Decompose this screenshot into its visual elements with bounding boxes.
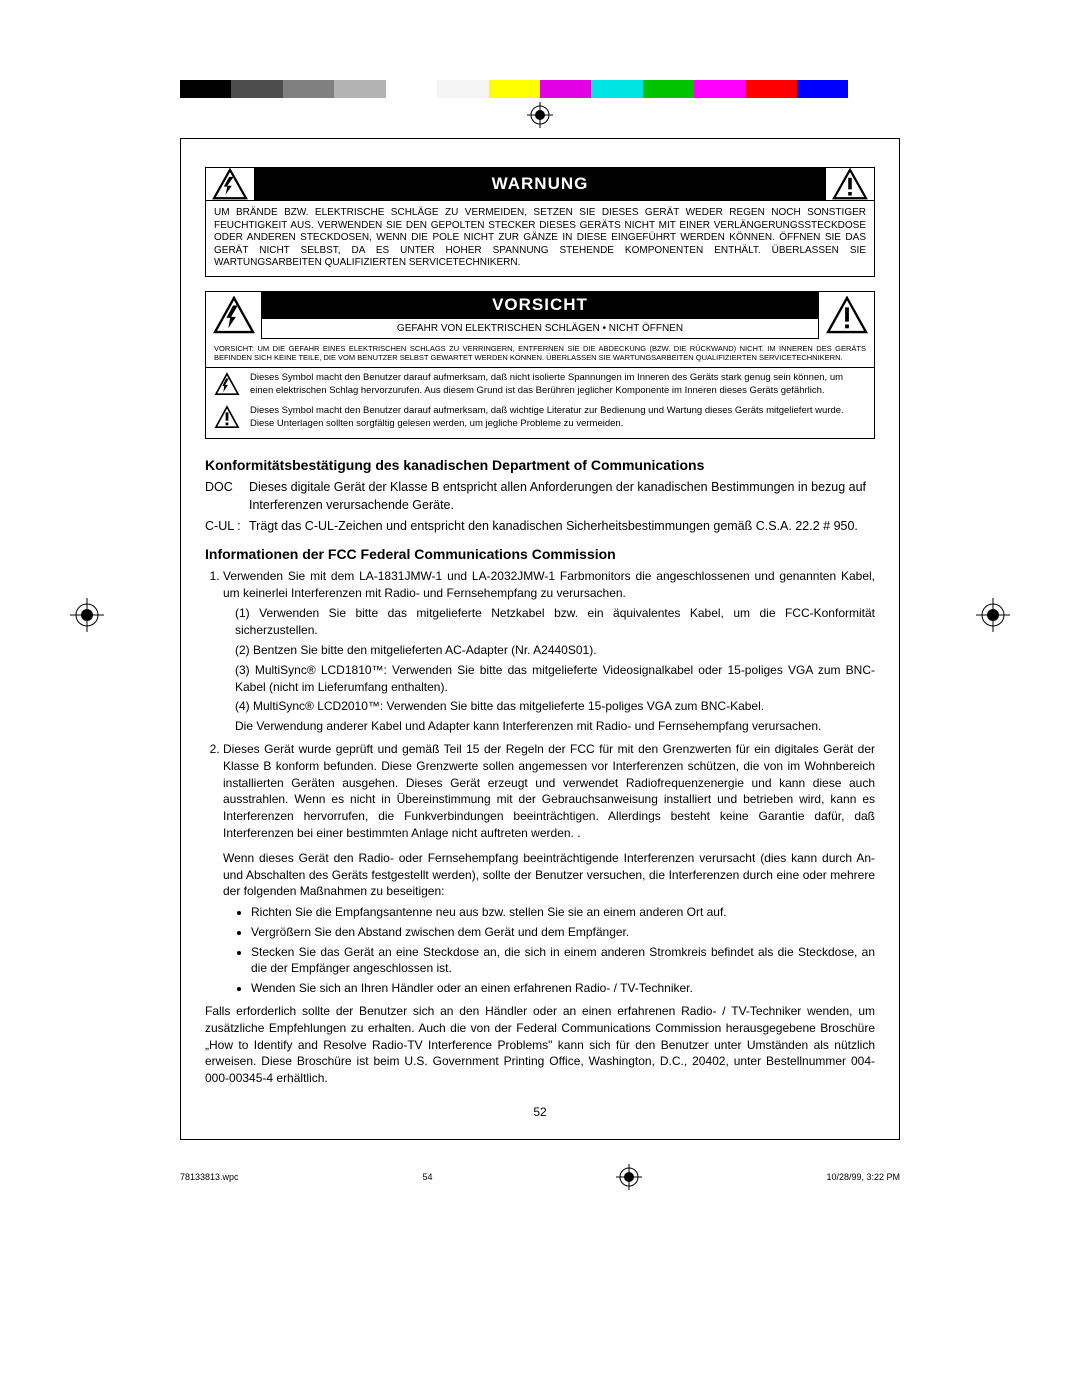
bullet-item: Vergrößern Sie den Abstand zwischen dem … bbox=[251, 924, 875, 941]
fcc-after: Falls erforderlich sollte der Benutzer s… bbox=[205, 1003, 875, 1087]
colorbar-swatch bbox=[283, 80, 334, 98]
colorbar-swatch bbox=[848, 80, 899, 98]
colorbar-swatch bbox=[591, 80, 642, 98]
warnung-body: UM BRÄNDE BZW. ELEKTRISCHE SCHLÄGE ZU VE… bbox=[206, 201, 874, 276]
doc-definitions: DOC Dieses digitale Gerät der Klasse B e… bbox=[205, 479, 875, 536]
fcc-sub-after: Die Verwendung anderer Kabel und Adapter… bbox=[235, 718, 875, 735]
registration-mark-icon bbox=[616, 1164, 642, 1190]
doc-label: DOC bbox=[205, 479, 249, 514]
colorbar-swatch bbox=[746, 80, 797, 98]
calibration-color-bar bbox=[180, 80, 900, 98]
colorbar-swatch bbox=[643, 80, 694, 98]
colorbar-swatch bbox=[437, 80, 488, 98]
symbol-text: Dieses Symbol macht den Benutzer darauf … bbox=[250, 372, 866, 397]
fcc-list: Verwenden Sie mit dem LA-1831JMW-1 und L… bbox=[205, 568, 875, 997]
cul-text: Trägt das C-UL-Zeichen und entspricht de… bbox=[249, 518, 875, 536]
fcc-sub3: (3) MultiSync® LCD1810™: Verwenden Sie b… bbox=[235, 662, 875, 696]
exclamation-triangle-icon bbox=[826, 168, 874, 200]
vorsicht-title: VORSICHT bbox=[262, 292, 818, 318]
fcc-heading: Informationen der FCC Federal Communicat… bbox=[205, 546, 875, 562]
registration-mark-left-icon bbox=[70, 598, 104, 632]
footer: 78133813.wpc 54 10/28/99, 3:22 PM bbox=[180, 1164, 900, 1190]
fcc-item2: Dieses Gerät wurde geprüft und gemäß Tei… bbox=[223, 742, 875, 840]
bullet-item: Stecken Sie das Gerät an eine Steckdose … bbox=[251, 944, 875, 978]
list-item: Dieses Gerät wurde geprüft und gemäß Tei… bbox=[223, 741, 875, 997]
vorsicht-box: VORSICHT GEFAHR VON ELEKTRISCHEN SCHLÄGE… bbox=[205, 291, 875, 440]
list-item: Verwenden Sie mit dem LA-1831JMW-1 und L… bbox=[223, 568, 875, 735]
symbol-row-exclamation: Dieses Symbol macht den Benutzer darauf … bbox=[206, 405, 874, 438]
cul-label: C-UL : bbox=[205, 518, 249, 536]
colorbar-swatch bbox=[180, 80, 231, 98]
vorsicht-subtitle: GEFAHR VON ELEKTRISCHEN SCHLÄGEN • NICHT… bbox=[262, 318, 818, 339]
content-frame: WARNUNG UM BRÄNDE BZW. ELEKTRISCHE SCHLÄ… bbox=[180, 138, 900, 1140]
exclamation-triangle-icon bbox=[214, 405, 242, 434]
vorsicht-small-text: VORSICHT: UM DIE GEFAHR EINES ELEKTRISCH… bbox=[206, 339, 874, 369]
lightning-triangle-icon bbox=[214, 372, 242, 401]
colorbar-swatch bbox=[386, 80, 437, 98]
doc-text: Dieses digitale Gerät der Klasse B entsp… bbox=[249, 479, 875, 514]
bullet-item: Wenden Sie sich an Ihren Händler oder an… bbox=[251, 980, 875, 997]
exclamation-triangle-icon bbox=[818, 292, 874, 339]
symbol-text: Dieses Symbol macht den Benutzer darauf … bbox=[250, 405, 866, 430]
fcc-sub4: (4) MultiSync® LCD2010™: Verwenden Sie b… bbox=[235, 698, 875, 715]
symbol-row-lightning: Dieses Symbol macht den Benutzer darauf … bbox=[206, 368, 874, 405]
fcc-item2b: Wenn dieses Gerät den Radio- oder Fernse… bbox=[223, 850, 875, 900]
footer-page: 54 bbox=[423, 1172, 433, 1182]
fcc-sub1: (1) Verwenden Sie bitte das mitgeliefert… bbox=[235, 605, 875, 639]
doc-heading: Konformitätsbestätigung des kanadischen … bbox=[205, 457, 875, 473]
registration-marks-top bbox=[180, 102, 900, 128]
colorbar-swatch bbox=[540, 80, 591, 98]
page-number: 52 bbox=[205, 1105, 875, 1119]
registration-mark-icon bbox=[527, 102, 553, 128]
colorbar-swatch bbox=[797, 80, 848, 98]
fcc-sublist: (1) Verwenden Sie bitte das mitgeliefert… bbox=[235, 605, 875, 735]
colorbar-swatch bbox=[694, 80, 745, 98]
fcc-sub2: (2) Bentzen Sie bitte den mitgelieferten… bbox=[235, 642, 875, 659]
page: WARNUNG UM BRÄNDE BZW. ELEKTRISCHE SCHLÄ… bbox=[0, 0, 1080, 1230]
footer-file: 78133813.wpc bbox=[180, 1172, 239, 1182]
lightning-triangle-icon bbox=[206, 168, 254, 200]
bullet-item: Richten Sie die Empfangsantenne neu aus … bbox=[251, 904, 875, 921]
registration-mark-right-icon bbox=[976, 598, 1010, 632]
fcc-item1-intro: Verwenden Sie mit dem LA-1831JMW-1 und L… bbox=[223, 569, 875, 600]
fcc-bullets: Richten Sie die Empfangsantenne neu aus … bbox=[251, 904, 875, 997]
lightning-triangle-icon bbox=[206, 292, 262, 339]
colorbar-swatch bbox=[334, 80, 385, 98]
footer-datetime: 10/28/99, 3:22 PM bbox=[826, 1172, 900, 1182]
colorbar-swatch bbox=[231, 80, 282, 98]
warnung-box: WARNUNG UM BRÄNDE BZW. ELEKTRISCHE SCHLÄ… bbox=[205, 167, 875, 277]
colorbar-swatch bbox=[489, 80, 540, 98]
warnung-title: WARNUNG bbox=[254, 168, 826, 200]
